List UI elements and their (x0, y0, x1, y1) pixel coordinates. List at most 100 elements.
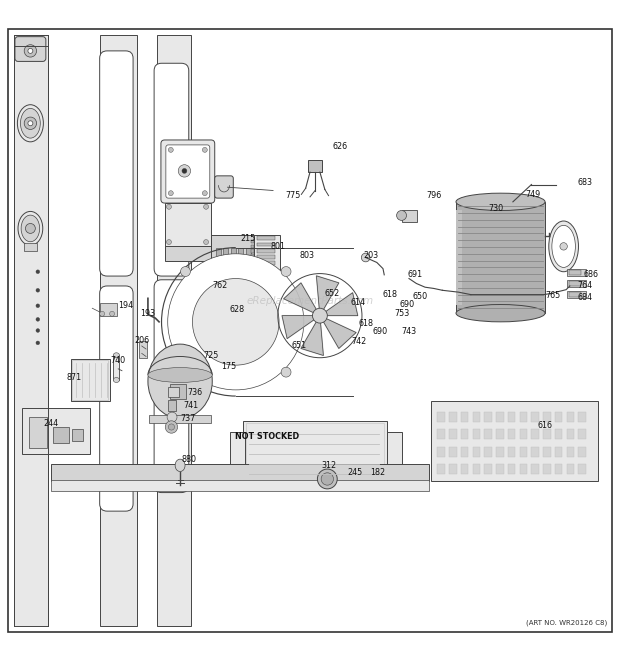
Bar (250, 264, 254, 268)
Text: 683: 683 (578, 178, 593, 186)
Text: 801: 801 (270, 242, 285, 251)
Bar (231, 261, 236, 270)
Bar (250, 245, 254, 248)
Bar (531, 447, 539, 457)
Text: 686: 686 (583, 270, 598, 280)
Bar (567, 430, 574, 440)
Ellipse shape (17, 104, 43, 142)
Text: 628: 628 (229, 305, 244, 314)
Ellipse shape (113, 353, 120, 358)
Circle shape (202, 147, 207, 152)
Circle shape (24, 117, 37, 130)
Text: 764: 764 (577, 282, 592, 290)
Bar (29, 417, 47, 448)
Circle shape (167, 204, 172, 210)
Bar (438, 447, 445, 457)
Circle shape (167, 412, 177, 422)
Circle shape (321, 473, 334, 485)
Bar (254, 235, 280, 275)
Text: 690: 690 (373, 327, 388, 336)
Bar (402, 210, 417, 221)
Bar (567, 412, 574, 422)
Bar (472, 430, 480, 440)
Text: 626: 626 (332, 141, 347, 151)
Bar (73, 360, 108, 400)
Text: 753: 753 (394, 309, 409, 318)
Circle shape (167, 239, 172, 245)
Bar (567, 291, 586, 298)
Bar (543, 412, 551, 422)
Bar (165, 203, 211, 248)
Bar (51, 480, 429, 491)
Text: 215: 215 (241, 235, 256, 243)
Polygon shape (282, 316, 320, 338)
Bar (520, 412, 527, 422)
Bar (496, 447, 503, 457)
Polygon shape (320, 293, 358, 316)
Bar (555, 447, 562, 457)
Ellipse shape (456, 193, 545, 210)
Text: 871: 871 (66, 373, 81, 382)
Bar (578, 464, 586, 474)
Circle shape (202, 190, 207, 196)
Bar (231, 248, 236, 256)
Bar (100, 35, 137, 626)
Bar (24, 243, 37, 251)
Text: 616: 616 (538, 421, 552, 430)
Circle shape (192, 278, 279, 365)
Bar (149, 414, 211, 423)
Ellipse shape (148, 344, 212, 418)
Bar (508, 447, 515, 457)
Circle shape (361, 253, 370, 262)
Bar (508, 464, 515, 474)
Bar (484, 447, 492, 457)
Bar (53, 427, 69, 443)
Circle shape (203, 204, 208, 210)
FancyBboxPatch shape (154, 280, 188, 492)
Bar (250, 269, 254, 272)
Bar (484, 430, 492, 440)
Bar (432, 401, 598, 481)
Text: eReplacementParts.com: eReplacementParts.com (246, 296, 374, 306)
Bar (461, 447, 468, 457)
FancyBboxPatch shape (100, 286, 133, 511)
Bar (449, 464, 456, 474)
Bar (578, 430, 586, 440)
Circle shape (36, 288, 40, 292)
Ellipse shape (18, 212, 43, 245)
Text: 618: 618 (358, 319, 373, 328)
Text: 652: 652 (325, 289, 340, 298)
Bar (578, 447, 586, 457)
Bar (157, 35, 191, 626)
Bar (567, 447, 574, 457)
Circle shape (560, 243, 567, 250)
Circle shape (28, 121, 33, 126)
Bar (461, 430, 468, 440)
FancyBboxPatch shape (15, 36, 46, 61)
Ellipse shape (549, 221, 578, 272)
Bar (238, 248, 243, 256)
FancyBboxPatch shape (215, 176, 233, 198)
Bar (257, 255, 275, 258)
Circle shape (36, 341, 40, 345)
Bar (508, 412, 515, 422)
Bar (496, 464, 503, 474)
Circle shape (180, 368, 190, 377)
Bar (257, 249, 275, 253)
Bar (169, 387, 179, 397)
Bar (449, 447, 456, 457)
Circle shape (169, 190, 173, 196)
Text: 725: 725 (203, 351, 219, 360)
FancyBboxPatch shape (100, 51, 133, 276)
Bar (438, 464, 445, 474)
Bar (449, 430, 456, 440)
Text: 743: 743 (401, 327, 417, 336)
Bar (387, 432, 402, 475)
Text: 650: 650 (412, 292, 428, 301)
Text: 765: 765 (545, 292, 560, 300)
Bar (543, 447, 551, 457)
Bar (567, 464, 574, 474)
Bar (168, 400, 176, 411)
Text: 651: 651 (292, 341, 307, 350)
Bar (308, 160, 322, 172)
